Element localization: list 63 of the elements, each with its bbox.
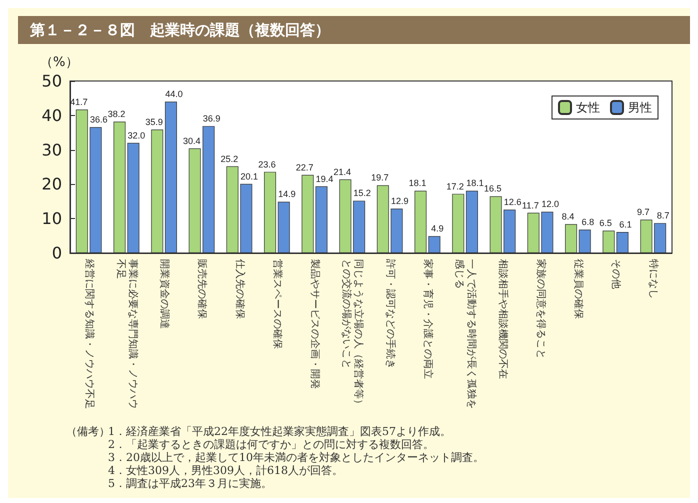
data-label: 20.1 <box>240 171 258 182</box>
data-label: 8.4 <box>562 212 574 222</box>
x-tick-label: 特になし <box>648 259 660 299</box>
x-tick-label: その他 <box>610 259 622 289</box>
x-tick-label: 従業員の確保 <box>572 259 584 319</box>
data-label: 15.2 <box>353 188 371 198</box>
data-label: 21.4 <box>334 166 352 177</box>
data-label: 6.8 <box>582 217 594 228</box>
text: （備考） <box>66 425 110 438</box>
x-tick-label: 開業資金の調達 <box>158 259 171 329</box>
data-label: 12.0 <box>541 199 559 210</box>
x-tick-label: 販売先の確保 <box>196 259 208 319</box>
x-tick-label: 相談相手や相談機関の不在 <box>497 259 510 379</box>
data-label: 23.6 <box>258 159 276 170</box>
data-label: 19.7 <box>371 172 389 183</box>
x-tick-label: 一人で活動する時間が長く孤独を感じる <box>454 259 478 409</box>
data-label: 36.6 <box>90 114 108 125</box>
data-label: 9.7 <box>637 207 650 218</box>
data-label: 6.1 <box>619 220 632 230</box>
data-label: 14.9 <box>278 189 296 200</box>
data-label: 38.2 <box>108 109 126 120</box>
x-tick-label: 家事・育児・介護との両立 <box>422 259 434 379</box>
y-axis-title: （%） <box>40 55 78 70</box>
x-tick-label: 製品やサービスの企画・開発 <box>309 259 322 389</box>
data-label: 16.5 <box>484 184 502 194</box>
data-label: 17.2 <box>446 181 464 192</box>
text: 1．経済産業省「平成22年度女性起業家実態調査」図表57より作成。 <box>108 425 451 438</box>
y-tick-label: 50 <box>42 72 62 90</box>
text: 3．20歳以上で，起業して10年未満の者を対象としたインターネット調査。 <box>108 451 484 464</box>
data-label: 6.5 <box>599 218 612 228</box>
data-label: 19.4 <box>316 174 334 184</box>
x-tick-label: 事業に必要な専門知識・ノウハウ不足 <box>114 259 139 409</box>
legend-label: 女性 <box>576 100 600 114</box>
data-label: 8.7 <box>656 210 670 221</box>
x-tick-label: 家族の同意を得ること <box>534 259 547 359</box>
data-label: 18.1 <box>466 178 484 188</box>
data-label: 30.4 <box>183 136 201 146</box>
x-tick-label: 許可・認可などの手続き <box>384 259 396 369</box>
y-tick-label: 30 <box>42 140 62 160</box>
data-label: 25.2 <box>220 154 238 164</box>
y-tick-label: 20 <box>42 174 62 194</box>
text: 2．「起業するときの課題は何ですか」との問に対する複数回答。 <box>108 438 434 451</box>
y-tick-label: 40 <box>42 106 62 125</box>
text: 5．調査は平成23年３月に実施。 <box>108 477 272 490</box>
x-tick-label: 仕入先の確保 <box>234 259 246 319</box>
data-label: 4.9 <box>431 224 444 234</box>
legend-label: 男性 <box>628 100 652 114</box>
y-tick-label: 0 <box>52 244 62 262</box>
data-label: 18.1 <box>408 178 426 188</box>
data-label: 22.7 <box>296 162 314 172</box>
x-tick-label: 経営に関する知識・ノウハウ不足 <box>83 258 96 409</box>
chart-title: 第１－２－８図 起業時の課題（複数回答） <box>29 21 330 39</box>
data-label: 12.9 <box>390 196 408 206</box>
y-tick-label: 10 <box>42 209 62 228</box>
x-tick-label: 同じような立場の人（経営者等）との交流の場がないこと <box>340 259 365 409</box>
data-label: 35.9 <box>145 117 163 128</box>
text: 4．女性309人，男性309人，計618人が回答。 <box>108 464 343 477</box>
x-tick-label: 営業スペースの確保 <box>271 259 284 349</box>
data-label: 32.0 <box>128 130 146 140</box>
data-label: 44.0 <box>165 89 183 100</box>
data-label: 11.7 <box>522 200 539 210</box>
data-label: 12.6 <box>504 197 522 208</box>
data-label: 36.9 <box>202 114 220 124</box>
